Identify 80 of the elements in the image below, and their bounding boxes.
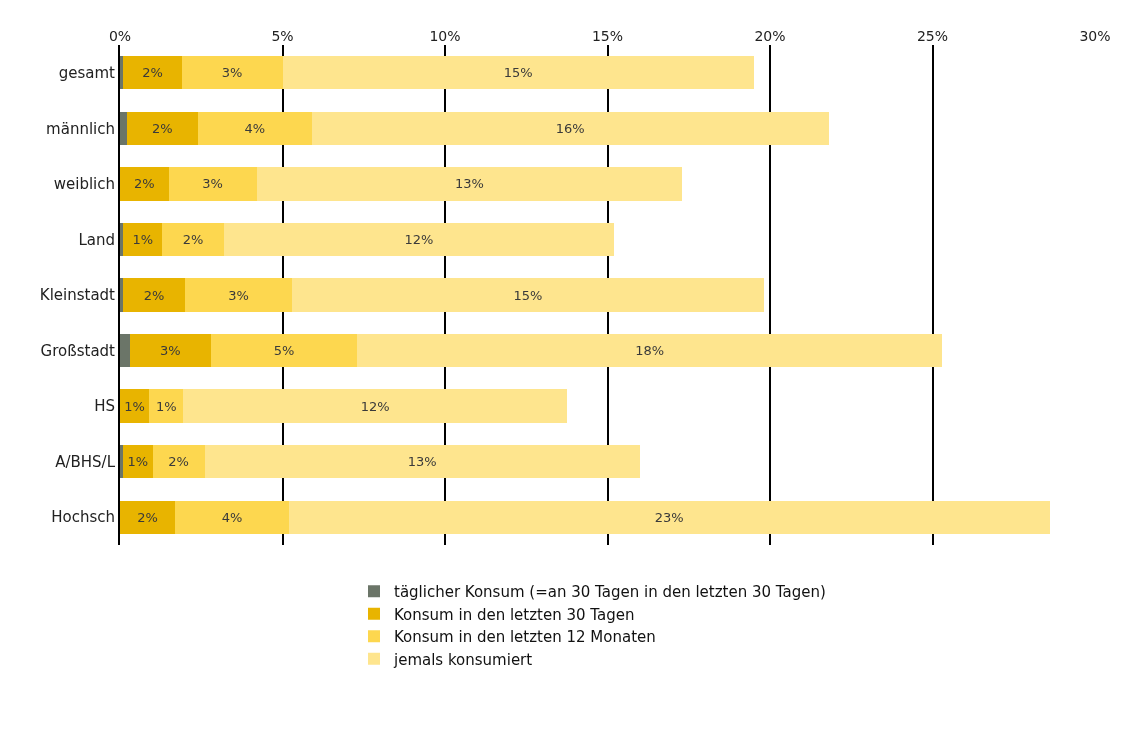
bar: [224, 222, 614, 257]
y-tick-label: HS: [94, 397, 115, 416]
x-tick-label: 20%: [754, 28, 786, 45]
data-label: 1%: [124, 398, 145, 414]
bar: [311, 111, 829, 145]
x-tick-label: 10%: [429, 28, 461, 45]
bar: [181, 56, 283, 90]
data-label: 2%: [143, 287, 165, 303]
y-tick-label: Großstadt: [40, 341, 116, 360]
y-tick-label: weiblich: [53, 175, 115, 194]
legend-label: Konsum in den letzten 30 Tagen: [394, 605, 635, 624]
bar: [123, 222, 163, 257]
data-label: 2%: [182, 231, 204, 247]
bar: [282, 56, 754, 90]
y-tick-label: Land: [78, 230, 115, 249]
bar: [289, 500, 1050, 534]
data-label: 3%: [221, 65, 243, 81]
data-label: 2%: [168, 454, 189, 470]
bar: [120, 167, 169, 201]
data-label: 12%: [360, 398, 390, 414]
bar: [126, 111, 198, 145]
data-label: 18%: [635, 343, 665, 359]
bar: [120, 222, 124, 257]
bar: [129, 333, 211, 368]
data-label: 4%: [221, 509, 243, 525]
data-label: 2%: [142, 65, 163, 81]
data-label: 23%: [654, 509, 684, 525]
data-label: 3%: [228, 287, 249, 303]
bar: [120, 333, 130, 368]
bar: [162, 222, 224, 257]
y-tick-label: Kleinstadt: [39, 286, 116, 305]
bar: [149, 389, 184, 423]
x-tick-label: 15%: [591, 28, 624, 45]
data-label: 3%: [160, 343, 181, 359]
bar: [204, 445, 640, 479]
data-label: 12%: [404, 231, 434, 247]
bar: [120, 111, 127, 145]
bar: [198, 111, 312, 145]
data-label: 13%: [407, 454, 437, 470]
bar: [120, 278, 124, 312]
bar: [185, 278, 293, 312]
legend-label: täglicher Konsum (=an 30 Tagen in den letzten 30 Tagen): [394, 583, 826, 602]
legend-label: Konsum in den letzten 12 Monaten: [394, 628, 656, 647]
bar: [175, 500, 289, 534]
data-label: 2%: [151, 120, 173, 136]
bar: [120, 56, 124, 90]
legend-label: jemals konsumiert: [393, 650, 533, 669]
y-tick-label: gesamt: [58, 64, 116, 83]
bar: [256, 167, 683, 201]
bar: [120, 500, 176, 534]
bar: [123, 56, 182, 90]
data-label: 16%: [555, 120, 585, 136]
data-label: 13%: [454, 176, 484, 192]
data-label: 4%: [244, 120, 266, 136]
data-label: 15%: [503, 65, 533, 81]
bar: [211, 333, 358, 368]
data-label: 1%: [156, 398, 177, 414]
bar: [123, 445, 153, 479]
bar: [123, 278, 185, 312]
data-label: 1%: [127, 454, 149, 470]
x-tick-label: 0%: [108, 28, 132, 45]
x-tick-label: 30%: [1079, 28, 1111, 45]
data-label: 1%: [132, 231, 154, 247]
data-label: 2%: [134, 176, 155, 192]
y-tick-label: A/BHS/L: [55, 452, 116, 471]
x-tick-label: 5%: [271, 28, 294, 45]
bar: [357, 333, 943, 368]
bar: [168, 167, 257, 201]
bar: [120, 445, 124, 479]
data-label: 5%: [273, 343, 295, 359]
bar: [183, 389, 567, 423]
bar: [120, 389, 150, 423]
x-tick-label: 25%: [916, 28, 949, 45]
data-label: 15%: [513, 287, 543, 303]
data-label: 3%: [202, 176, 223, 192]
data-label: 2%: [137, 509, 158, 525]
bar: [152, 445, 205, 479]
y-tick-label: Hochsch: [51, 508, 115, 527]
bar: [292, 278, 764, 312]
y-tick-label: männlich: [46, 119, 115, 138]
